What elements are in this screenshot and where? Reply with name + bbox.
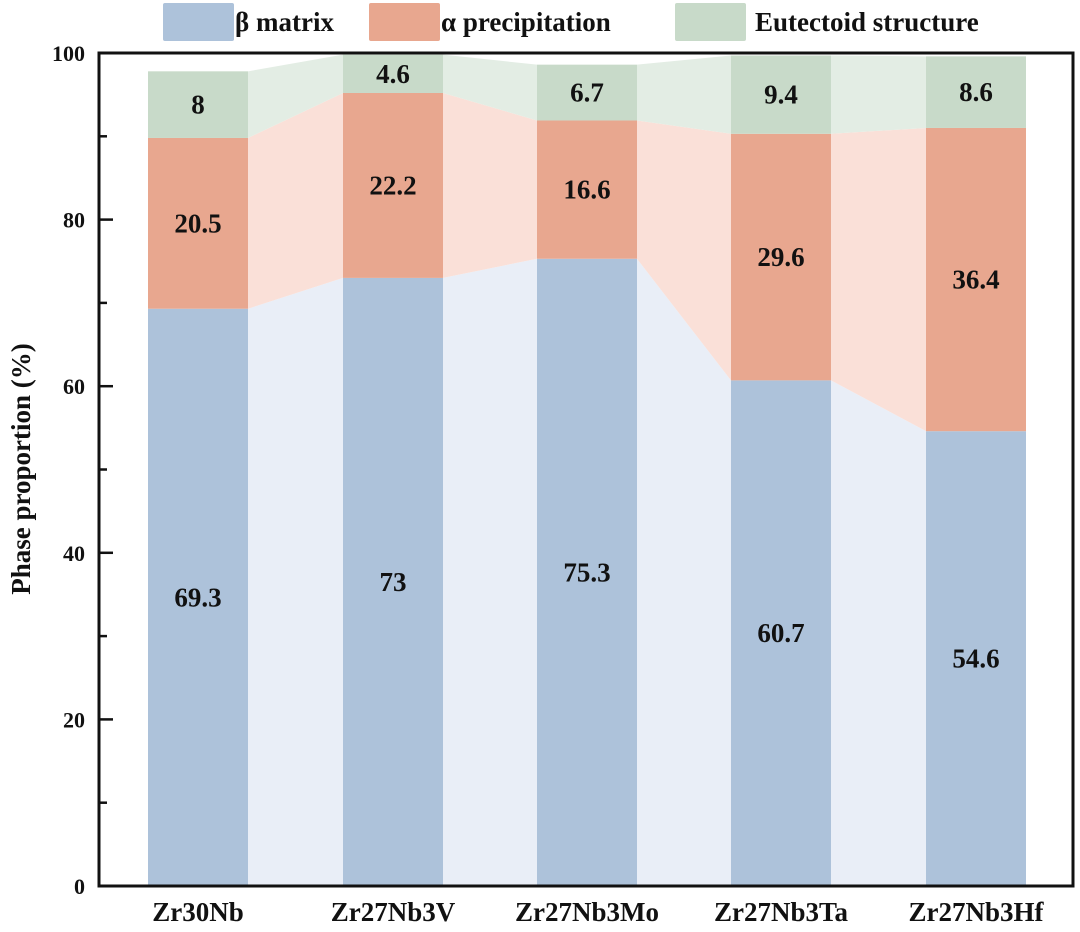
bar-segment xyxy=(926,127,1026,432)
legend-label: Eutectoid structure xyxy=(755,7,979,37)
y-tick-label: 100 xyxy=(52,41,85,66)
x-tick-label: Zr27Nb3Hf xyxy=(909,897,1045,927)
bar-segment xyxy=(148,308,248,887)
y-tick-label: 0 xyxy=(74,874,85,899)
bar-segment xyxy=(343,277,443,886)
data-label: 36.4 xyxy=(952,265,999,295)
connector--matrix xyxy=(443,258,537,887)
legend-label: β matrix xyxy=(235,7,334,37)
bar-segment xyxy=(731,133,831,381)
data-label: 8.6 xyxy=(959,77,993,107)
bar-segment xyxy=(731,380,831,886)
bar-segment xyxy=(343,92,443,278)
x-tick-label: Zr30Nb xyxy=(152,897,244,927)
x-tick-label: Zr27Nb3V xyxy=(331,897,456,927)
bar-segment xyxy=(148,71,248,138)
bar-segment xyxy=(343,54,443,93)
bar-segment xyxy=(731,55,831,134)
data-label: 69.3 xyxy=(174,582,221,612)
bar-segment xyxy=(537,258,637,887)
data-label: 8 xyxy=(191,90,205,120)
legend: β matrix α precipitation Eutectoid structu… xyxy=(163,3,979,41)
bar-segment xyxy=(926,56,1026,128)
connector--precipitation xyxy=(831,127,926,432)
data-label-layer: 69.3 20.5 8 73 22.2 4.6 75.3 16.6 6.7 60.7 29.6 9.4… xyxy=(174,59,999,674)
data-label: 54.6 xyxy=(952,644,999,674)
data-label: 60.7 xyxy=(757,618,804,648)
connector-eutectoid-structure xyxy=(443,54,537,121)
y-tick-label: 40 xyxy=(63,541,85,566)
data-label: 75.3 xyxy=(563,557,610,587)
bar-layer xyxy=(148,54,1026,887)
bar-segment xyxy=(537,120,637,259)
data-label: 16.6 xyxy=(563,175,610,205)
legend-swatch xyxy=(675,3,746,41)
connector--precipitation xyxy=(248,92,343,309)
data-label: 9.4 xyxy=(764,80,798,110)
connector-eutectoid-structure xyxy=(248,54,343,138)
legend-swatch xyxy=(369,3,440,41)
bar-segment xyxy=(537,64,637,121)
data-label: 6.7 xyxy=(570,78,604,108)
y-tick-label: 60 xyxy=(63,374,85,399)
y-tick-label: 80 xyxy=(63,208,85,233)
connector-eutectoid-structure xyxy=(831,55,926,134)
legend-label: α precipitation xyxy=(441,7,611,37)
data-label: 73 xyxy=(380,567,407,597)
connector--matrix xyxy=(831,380,926,886)
bar-segment xyxy=(926,431,1026,886)
x-tick-label: Zr27Nb3Mo xyxy=(515,897,659,927)
bar-segment xyxy=(148,137,248,309)
connector-eutectoid-structure xyxy=(637,55,731,134)
data-label: 4.6 xyxy=(376,59,410,89)
connector--precipitation xyxy=(443,92,537,278)
data-label: 22.2 xyxy=(369,170,416,200)
data-label: 29.6 xyxy=(757,242,804,272)
x-axis-labels: Zr30Nb Zr27Nb3V Zr27Nb3Mo Zr27Nb3Ta Zr27Nb3H… xyxy=(152,897,1044,927)
connector--precipitation xyxy=(637,120,731,381)
y-axis-ticks: 0 20 40 60 80 100 xyxy=(52,41,113,899)
connector--matrix xyxy=(637,258,731,887)
y-axis-title: Phase proportion (%) xyxy=(6,343,36,595)
y-tick-label: 20 xyxy=(63,707,85,732)
legend-swatch xyxy=(163,3,234,41)
connector--matrix xyxy=(248,277,343,886)
connector-layer xyxy=(248,54,926,887)
x-tick-label: Zr27Nb3Ta xyxy=(714,897,849,927)
data-label: 20.5 xyxy=(174,208,221,238)
